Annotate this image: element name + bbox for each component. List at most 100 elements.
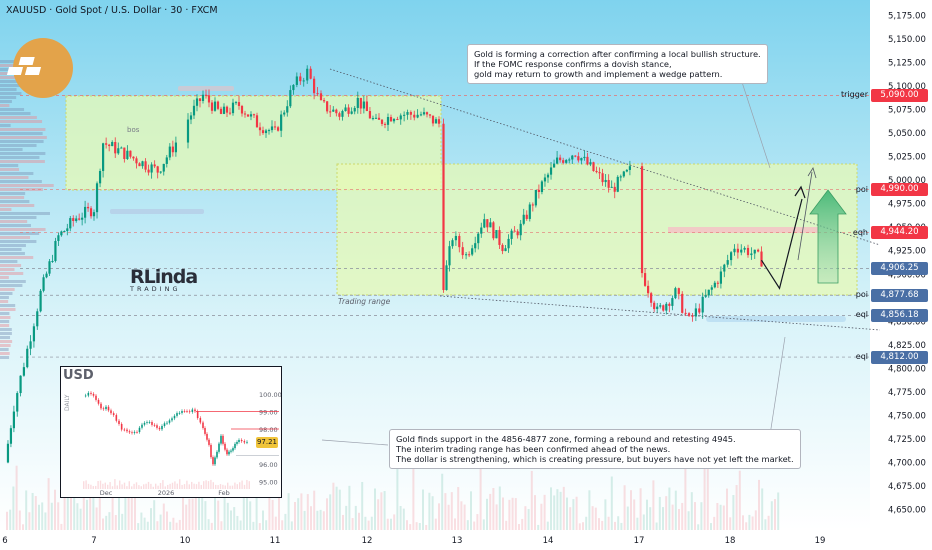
candle-body [513, 230, 516, 232]
volume-bar [38, 504, 40, 530]
inset-volume-bar [188, 484, 190, 489]
volume-bar [130, 497, 133, 530]
inset-volume-bar [179, 479, 181, 489]
profile-bar [0, 352, 10, 355]
volume-bar [287, 493, 290, 530]
volume-bar [633, 499, 636, 530]
candle-body [659, 305, 662, 307]
inset-volume-bar [116, 485, 118, 489]
inset-volume-bar [243, 484, 246, 489]
inset-candle-body [90, 392, 92, 394]
volume-bar [63, 497, 66, 530]
price-tick-label: 5,100.00 [888, 82, 926, 92]
candle-body [48, 261, 51, 274]
volume-bar [626, 506, 629, 530]
candle-body [403, 114, 406, 116]
note-bottom-line-1: Gold finds support in the 4856-4877 zone… [396, 434, 736, 444]
candle-body [613, 186, 616, 192]
candle-body [195, 98, 199, 106]
candle-body [45, 273, 48, 278]
inset-volume-bar [193, 483, 195, 489]
volume-bar [217, 500, 220, 530]
volume-bar [383, 491, 386, 530]
inset-candle-body [188, 411, 191, 413]
candle-body [577, 156, 580, 161]
level-label: eql [855, 352, 868, 362]
profile-bar [0, 312, 10, 315]
volume-bar [111, 490, 114, 530]
profile-bar [0, 132, 43, 135]
candle-body [313, 78, 316, 94]
inset-price-tick: 95.00 [259, 479, 278, 487]
price-tick-label: 4,650.00 [888, 506, 926, 516]
candle-body [445, 265, 448, 291]
profile-bar [0, 208, 12, 211]
candle-body [316, 93, 319, 95]
candle-body [710, 287, 713, 290]
volume-bar [290, 521, 293, 530]
candle-body [477, 233, 480, 244]
candle-body [540, 181, 544, 193]
candle-body [392, 118, 396, 122]
volume-bar [162, 503, 165, 530]
volume-bar [185, 504, 188, 530]
candle-body [698, 308, 701, 313]
candle-body [249, 114, 253, 117]
volume-bar [460, 501, 463, 530]
volume-bar [230, 510, 232, 530]
volume-bar [390, 518, 392, 530]
volume-bar [591, 506, 594, 530]
inset-volume-bar [138, 485, 140, 489]
note-bottom: Gold finds support in the 4856-4877 zone… [389, 429, 801, 469]
price-tag: 5,090.00 [871, 88, 928, 102]
inset-candle-body [186, 411, 188, 412]
volume-bar [370, 516, 373, 530]
volume-bar [668, 487, 671, 530]
candle-body [604, 179, 607, 183]
candle-body [201, 94, 205, 101]
candle-body [757, 249, 760, 252]
note-pointer-left [321, 439, 389, 446]
volume-bar [143, 517, 146, 530]
volume-bar [716, 503, 719, 530]
profile-bar [0, 164, 19, 167]
candle-body [32, 326, 36, 342]
profile-bar [0, 288, 15, 291]
profile-bar [0, 348, 9, 351]
candle-body [451, 240, 454, 247]
candle-body [95, 183, 99, 213]
candle-body [84, 206, 87, 218]
volume-bar [12, 486, 15, 530]
profile-bar [0, 168, 20, 171]
candle-body [341, 111, 344, 117]
candle-body [362, 101, 365, 109]
candle-body [219, 108, 223, 114]
candle-body [264, 130, 268, 134]
candle-body [653, 302, 656, 310]
price-tick-label: 5,075.00 [888, 106, 926, 116]
candle-body [510, 230, 513, 239]
inset-current-tag: 97.21 [256, 437, 278, 448]
candle-body [78, 218, 81, 220]
volume-bar [748, 514, 751, 530]
volume-bar [306, 494, 309, 530]
time-tick-label: 19 [815, 536, 826, 546]
candle-body [92, 212, 96, 217]
volume-bar [258, 523, 261, 530]
inset-candle-body [115, 415, 118, 421]
inset-candle-body [204, 428, 206, 434]
candle-body [302, 80, 305, 82]
candle-body [237, 102, 241, 106]
volume-bar [665, 496, 668, 530]
inset-volume-bar [171, 482, 174, 489]
volume-bar [742, 515, 744, 530]
bullish-arrow [809, 189, 847, 284]
inset-volume-bar [203, 481, 205, 489]
inset-volume-bar [143, 484, 145, 489]
inset-candle-body [226, 449, 228, 455]
volume-bar [249, 501, 252, 530]
inset-candle-body [136, 431, 138, 433]
candle-body [295, 76, 298, 85]
note-top: Gold is forming a correction after confi… [467, 44, 768, 84]
volume-bar [463, 504, 466, 530]
